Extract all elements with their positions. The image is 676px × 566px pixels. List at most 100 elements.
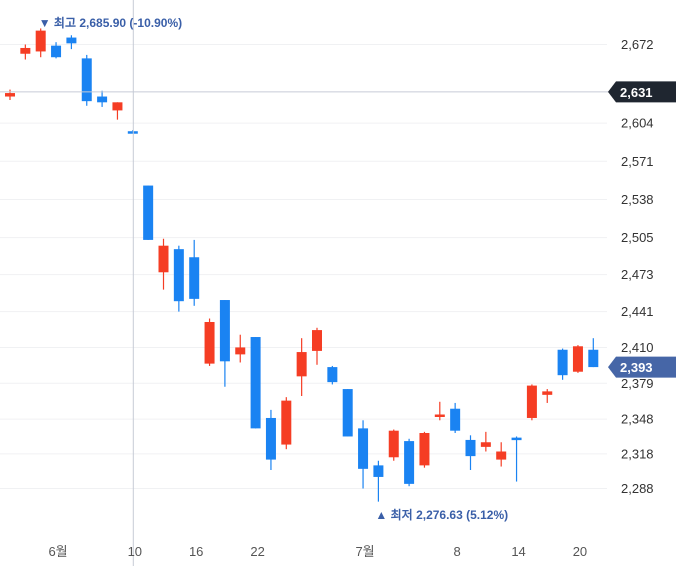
candle-down — [342, 389, 353, 437]
candle-body — [173, 249, 184, 302]
candle-body — [204, 322, 215, 364]
candle-body — [511, 437, 522, 441]
candle-body — [112, 102, 123, 111]
candle-down — [173, 245, 184, 312]
x-tick-label: 20 — [573, 544, 587, 559]
low-label: 최저 — [391, 507, 413, 522]
y-tick-label: 2,672 — [621, 37, 654, 52]
y-tick-label: 2,288 — [621, 481, 654, 496]
candle-up — [204, 318, 215, 366]
y-tick-label: 2,318 — [621, 446, 654, 461]
candle-body — [542, 391, 553, 395]
candle-up — [5, 89, 15, 100]
x-tick-label: 7월 — [355, 544, 374, 559]
candle-down — [66, 35, 77, 50]
candle-body — [342, 389, 353, 437]
candle-body — [588, 349, 599, 368]
y-tick-label: 2,410 — [621, 340, 654, 355]
candle-up — [572, 345, 583, 373]
candle-body — [419, 433, 430, 466]
candle-body — [434, 414, 445, 417]
y-tick-label: 2,571 — [621, 154, 654, 169]
x-tick-label: 10 — [128, 544, 142, 559]
y-tick-label: 2,441 — [621, 304, 654, 319]
candle-body — [388, 430, 399, 458]
x-tick-label: 22 — [250, 544, 264, 559]
candle-up — [281, 397, 292, 450]
candle-down — [219, 300, 230, 387]
low-annotation: ▲ 최저 2,276.63 (5.12%) — [375, 507, 508, 522]
candle-down — [97, 90, 108, 107]
candle-up — [112, 102, 123, 120]
crosshair-price-label: 2,631 — [620, 85, 653, 100]
candle-up — [496, 442, 507, 467]
candle-down — [404, 438, 415, 487]
annotations: ▼ 최고 2,685.90 (-10.90%) ▲ 최저 2,276.63 (5… — [39, 15, 508, 522]
x-tick-label: 8 — [454, 544, 461, 559]
candle-down — [81, 54, 92, 106]
crosshair-price-badge: 2,631 — [608, 81, 676, 103]
high-annotation: ▼ 최고 2,685.90 (-10.90%) — [39, 15, 182, 30]
low-pct: (5.12%) — [466, 508, 508, 522]
candle-down — [557, 348, 568, 380]
candle-down — [450, 402, 461, 433]
candle-down — [51, 42, 62, 59]
candle-down — [373, 460, 384, 502]
candle-body — [526, 385, 537, 418]
high-value: 2,685.90 — [79, 16, 126, 30]
candle-down — [265, 409, 276, 470]
candle-down — [250, 337, 261, 429]
y-tick-label: 2,538 — [621, 192, 654, 207]
candle-body — [51, 45, 62, 58]
y-tick-label: 2,348 — [621, 412, 654, 427]
candle-up — [35, 28, 46, 58]
x-tick-label: 16 — [189, 544, 203, 559]
candle-up — [419, 431, 430, 468]
candle-body — [250, 337, 261, 429]
candle-up — [480, 431, 491, 452]
candle-body — [20, 47, 31, 54]
candle-up — [434, 401, 445, 421]
x-tick-label: 14 — [511, 544, 525, 559]
low-value: 2,276.63 — [416, 508, 463, 522]
candle-body — [281, 400, 292, 445]
candle-body — [235, 347, 246, 355]
candle-up — [158, 238, 169, 290]
candle-body — [358, 428, 369, 469]
candle-body — [373, 465, 384, 477]
candle-body — [327, 367, 338, 383]
candle-body — [557, 349, 568, 376]
candle-body — [5, 93, 15, 97]
candle-body — [189, 257, 200, 299]
candle-body — [81, 58, 92, 102]
candle-down — [588, 338, 599, 368]
grid-lines — [0, 44, 607, 489]
last-price-badge-shape — [608, 356, 676, 378]
candle-down — [143, 185, 154, 240]
candles — [5, 28, 599, 502]
candle-body — [219, 300, 230, 362]
last-price-label: 2,393 — [620, 360, 653, 375]
candle-up — [20, 44, 31, 60]
high-label: 최고 — [54, 15, 76, 30]
candle-body — [35, 30, 46, 52]
candle-down — [465, 435, 476, 470]
candle-up — [526, 384, 537, 421]
candle-up — [235, 334, 246, 363]
candle-up — [542, 389, 553, 403]
last-price-badge: 2,393 — [608, 356, 676, 378]
candle-body — [312, 330, 322, 351]
candle-body — [496, 451, 507, 460]
high-marker: ▼ — [39, 16, 51, 30]
candle-body — [143, 185, 154, 240]
y-axis: 2,672 2,604 2,571 2,538 2,505 2,473 2,441 2,410… — [621, 37, 654, 496]
candle-down — [511, 436, 522, 482]
candle-body — [450, 408, 461, 431]
y-tick-label: 2,604 — [621, 116, 654, 131]
candle-down — [358, 420, 369, 489]
crosshair-badge-shape — [608, 81, 676, 103]
candle-body — [404, 441, 415, 484]
candle-body — [158, 245, 169, 273]
